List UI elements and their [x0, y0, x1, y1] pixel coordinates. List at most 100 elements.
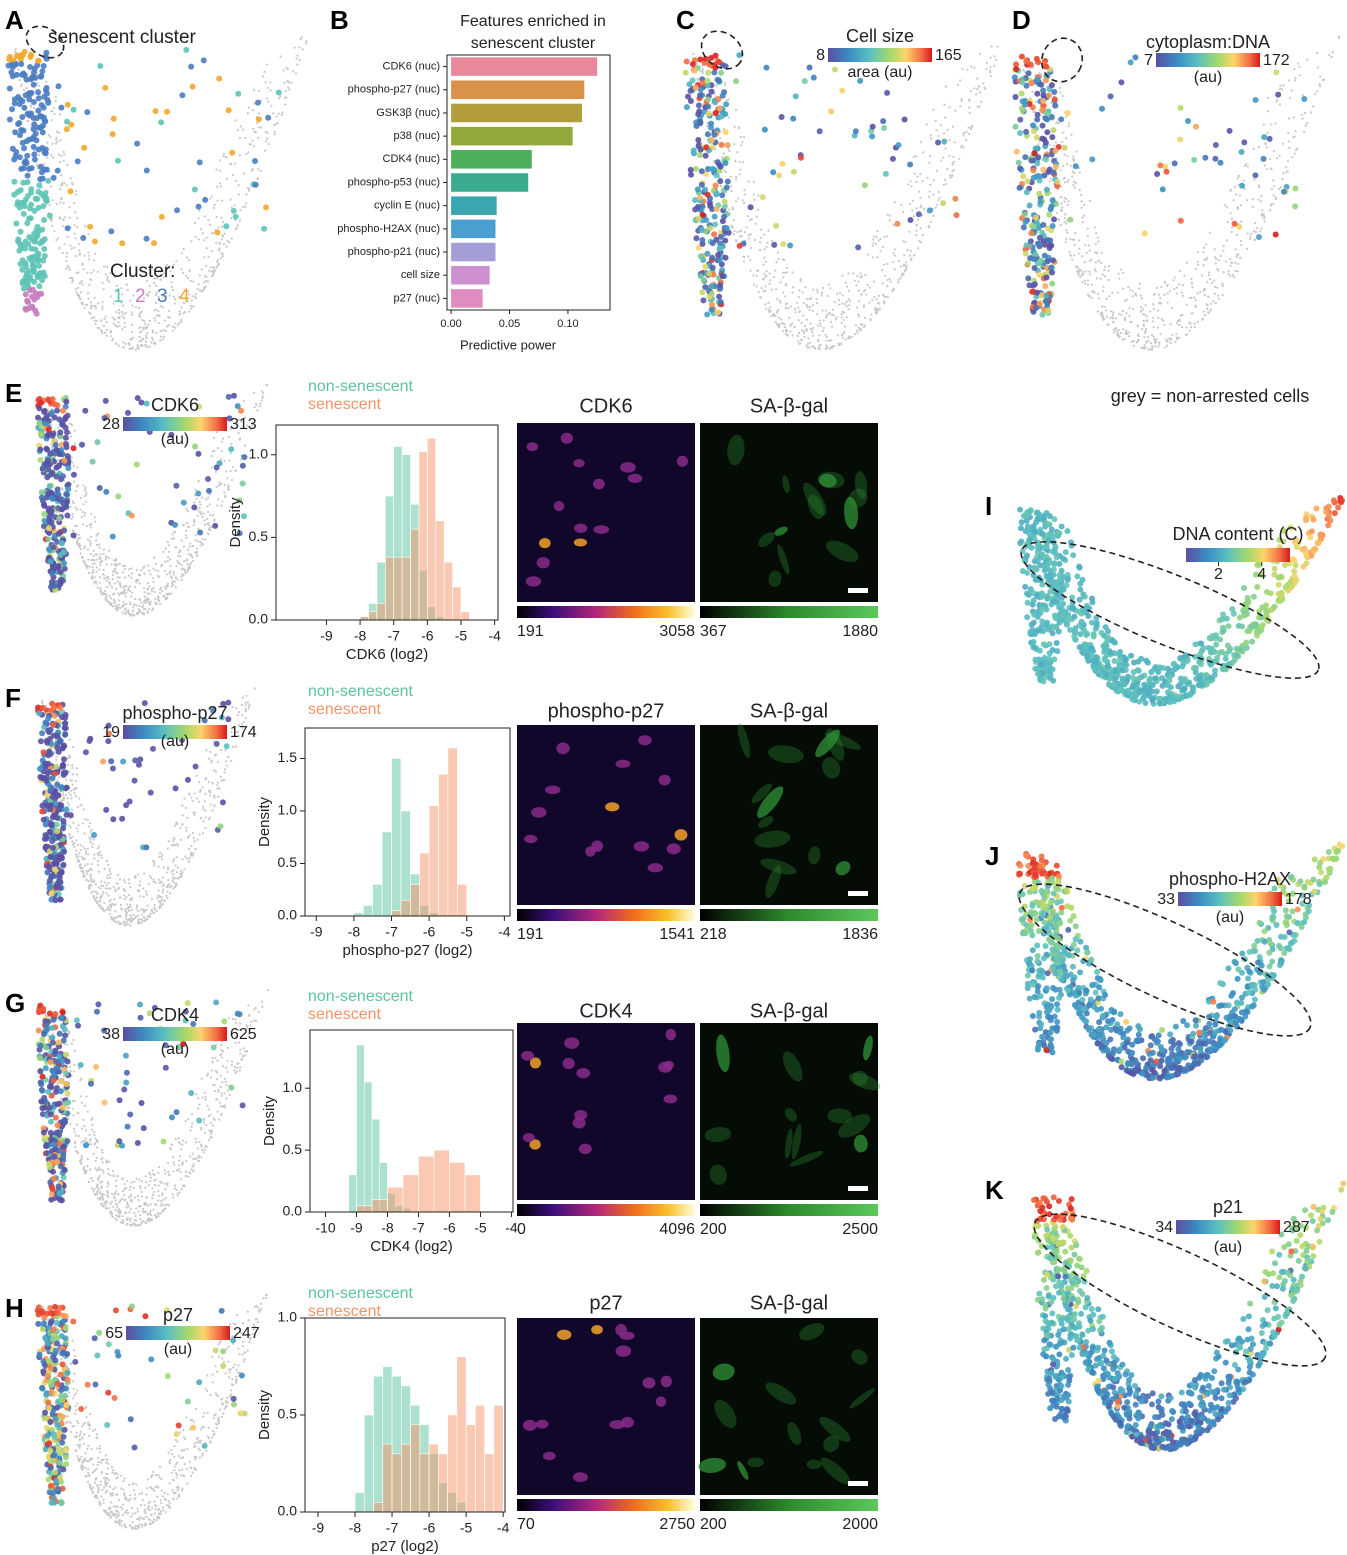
embedding-panel: [682, 45, 999, 351]
grey-cell: [842, 318, 845, 322]
grey-cell: [169, 270, 172, 273]
grey-cell: [1257, 184, 1261, 187]
grey-cell: [127, 587, 130, 590]
grey-cell: [141, 606, 144, 609]
grey-cell: [1274, 122, 1277, 125]
grey-cell: [198, 506, 201, 509]
grey-cell: [234, 179, 237, 182]
grey-cell: [811, 334, 815, 337]
grey-cell: [1083, 261, 1087, 264]
grey-cell: [1139, 294, 1142, 297]
grey-cell: [154, 569, 157, 572]
cell: [64, 118, 71, 125]
grey-cell: [158, 270, 161, 273]
grey-cell: [157, 878, 160, 881]
cell: [38, 290, 45, 297]
grey-cell: [1156, 326, 1159, 329]
cell: [1013, 148, 1020, 155]
grey-cell: [915, 207, 918, 210]
grey-cell: [1304, 124, 1307, 127]
grey-cell: [94, 307, 98, 310]
grey-cell: [1229, 257, 1232, 261]
grey-cell: [214, 770, 218, 773]
grey-cell: [248, 704, 251, 708]
grey-cell: [715, 84, 718, 87]
grey-cell: [86, 863, 89, 866]
grey-cell: [236, 128, 239, 132]
grey-cell: [1063, 181, 1066, 184]
cell: [49, 396, 56, 403]
grey-cell: [237, 711, 241, 714]
cell: [52, 442, 59, 449]
grey-cell: [86, 271, 89, 274]
grey-cell: [201, 538, 204, 541]
grey-cell: [774, 288, 778, 291]
grey-cell: [989, 69, 992, 72]
grey-cell: [1124, 332, 1127, 335]
grey-cell: [1260, 194, 1263, 198]
grey-cell: [65, 794, 68, 797]
cell: [57, 433, 64, 440]
grey-cell: [88, 565, 91, 568]
grey-cell: [1279, 84, 1282, 88]
grey-cell: [160, 896, 164, 899]
grey-cell: [200, 496, 204, 499]
grey-cell: [148, 569, 151, 572]
grey-cell: [1217, 297, 1220, 300]
grey-cell: [120, 908, 123, 911]
grey-cell: [1206, 304, 1209, 307]
grey-cell: [1177, 283, 1181, 286]
grey-cell: [692, 53, 695, 56]
grey-cell: [1232, 275, 1235, 278]
grey-cell: [138, 331, 142, 334]
grey-cell: [990, 45, 993, 48]
grey-cell: [1316, 66, 1319, 69]
grey-cell: [927, 225, 931, 228]
grey-cell: [136, 889, 139, 892]
grey-cell: [768, 282, 771, 285]
grey-cell: [218, 247, 221, 250]
grey-cell: [1262, 123, 1265, 126]
cell: [717, 298, 724, 305]
grey-cell: [166, 897, 169, 900]
grey-cell: [218, 481, 221, 484]
grey-cell: [752, 274, 755, 277]
grey-cell: [122, 879, 126, 882]
grey-cell: [216, 781, 220, 784]
cell: [683, 104, 690, 111]
grey-cell: [186, 570, 189, 573]
grey-cell: [206, 280, 210, 283]
grey-cell: [167, 555, 170, 559]
grey-cell: [1262, 213, 1266, 216]
grey-cell: [1196, 320, 1199, 323]
cell: [721, 203, 728, 210]
grey-cell: [1142, 324, 1146, 328]
cell: [711, 131, 718, 138]
grey-cell: [917, 190, 921, 193]
cell: [1035, 59, 1042, 66]
grey-cell: [1102, 285, 1105, 289]
grey-cell: [77, 824, 80, 827]
grey-cell: [99, 553, 102, 556]
grey-cell: [1073, 243, 1076, 247]
grey-cell: [95, 566, 98, 569]
grey-cell: [773, 275, 776, 279]
grey-cell: [96, 892, 99, 895]
grey-cell: [77, 858, 80, 861]
grey-cell: [121, 605, 124, 608]
grey-cell: [99, 319, 103, 322]
grey-cell: [286, 68, 289, 71]
cell: [693, 123, 700, 130]
grey-cell: [951, 174, 954, 177]
grey-cell: [106, 876, 109, 879]
grey-cell: [208, 503, 211, 506]
grey-cell: [1193, 322, 1196, 325]
grey-cell: [1048, 143, 1051, 147]
grey-cell: [811, 303, 814, 307]
grey-cell: [67, 756, 70, 760]
cell: [46, 461, 53, 468]
grey-cell: [1032, 111, 1035, 114]
grey-cell: [292, 70, 295, 73]
cell: [34, 273, 41, 280]
grey-cell: [96, 859, 100, 863]
